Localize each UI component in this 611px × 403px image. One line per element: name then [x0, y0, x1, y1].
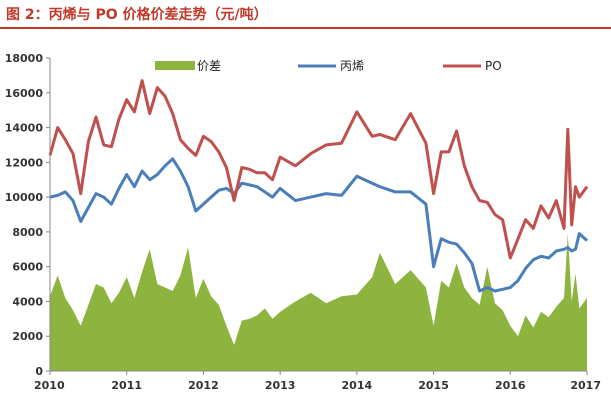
y-tick-label: 6000: [12, 261, 43, 274]
x-tick-label: 2016: [495, 379, 526, 392]
x-tick-label: 2014: [342, 379, 373, 392]
y-tick-label: 2000: [12, 330, 43, 343]
x-tick-label: 2012: [188, 379, 219, 392]
x-tick-label: 2013: [265, 379, 296, 392]
legend-swatch: [155, 61, 195, 70]
x-tick-label: 2015: [418, 379, 449, 392]
y-tick-label: 12000: [5, 156, 44, 169]
legend-label: 价差: [197, 59, 221, 73]
y-tick-label: 10000: [5, 191, 44, 204]
x-tick-label: 2010: [34, 379, 65, 392]
y-tick-label: 14000: [5, 122, 44, 135]
x-tick-label: 2011: [111, 379, 142, 392]
axes-layer: 0 2000 4000 6000 8000 10000 12000 14000 16000 180…: [5, 52, 601, 392]
spread-area-layer: [50, 233, 587, 371]
legend: 价差 丙烯 PO: [155, 59, 502, 73]
y-tick-label: 8000: [12, 226, 43, 239]
title-divider: [0, 27, 611, 29]
price-lines-layer: [48, 79, 589, 293]
y-tick-label: 18000: [5, 52, 44, 65]
legend-label: 丙烯: [340, 59, 364, 73]
legend-label: PO: [485, 59, 502, 73]
y-tick-label: 16000: [5, 87, 44, 100]
series-line-2: [48, 79, 589, 260]
chart-title: 图 2：丙烯与 PO 价格价差走势（元/吨）: [6, 7, 268, 23]
x-tick-label: 2017: [570, 379, 601, 392]
y-tick-label: 4000: [12, 295, 43, 308]
y-tick-label: 0: [35, 365, 43, 378]
series-area-spread: [50, 233, 587, 371]
series-line-1: [49, 157, 589, 293]
